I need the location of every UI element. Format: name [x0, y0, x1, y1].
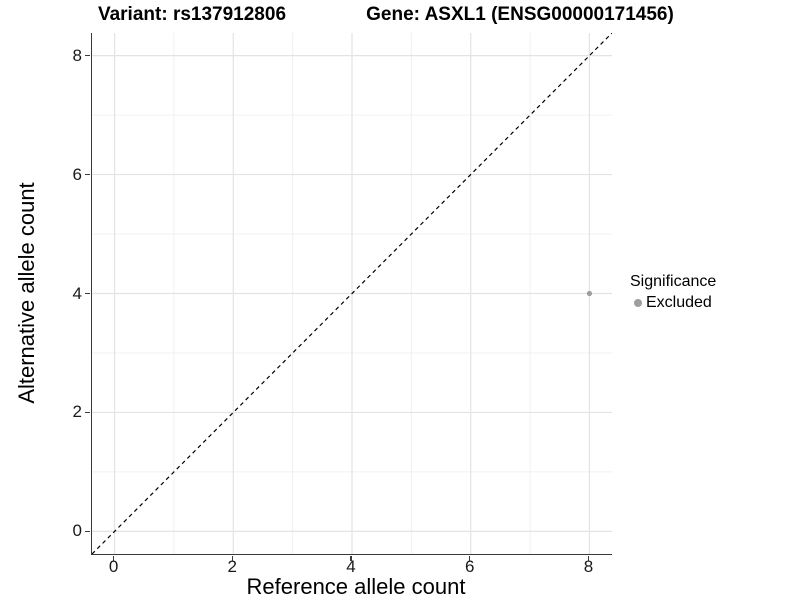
- plot-panel: [91, 33, 612, 555]
- y-tick-mark: [84, 54, 90, 57]
- data-point: [586, 290, 593, 297]
- legend-title: Significance: [630, 273, 717, 290]
- x-axis-label: Reference allele count: [246, 574, 466, 599]
- x-tick-mark: [587, 555, 590, 561]
- y-axis-label: Alternative allele count: [14, 182, 39, 404]
- x-tick-label: 0: [108, 557, 119, 576]
- chart-canvas: [92, 33, 612, 554]
- x-tick-label: 4: [346, 557, 356, 576]
- x-tick-mark: [350, 555, 352, 561]
- legend: Significance Excluded: [630, 273, 716, 312]
- y-tick-label: 4: [72, 283, 82, 303]
- x-tick-mark: [112, 555, 115, 561]
- legend-item-label: Excluded: [646, 294, 712, 311]
- legend-point-icon: [634, 299, 642, 307]
- y-tick-mark: [84, 411, 90, 414]
- y-tick-label: 2: [72, 402, 82, 422]
- x-tick-mark: [468, 555, 471, 561]
- x-tick-mark: [231, 555, 234, 561]
- x-tick-label: 8: [583, 557, 594, 576]
- x-tick-label: 2: [227, 557, 237, 576]
- y-tick-mark: [84, 292, 90, 295]
- plot-title-variant: Variant: rs137912806: [97, 4, 287, 25]
- x-tick-label: 6: [464, 557, 475, 576]
- y-tick-mark: [84, 173, 90, 176]
- y-tick-label: 8: [72, 45, 82, 65]
- identity-dashed-line: [92, 33, 612, 554]
- y-tick-label: 6: [72, 164, 82, 184]
- plot-title-gene: Gene: ASXL1 (ENSG00000171456): [366, 4, 674, 25]
- legend-item-excluded: Excluded: [630, 294, 716, 312]
- y-tick-label: 0: [72, 521, 82, 541]
- y-tick-mark: [84, 530, 90, 533]
